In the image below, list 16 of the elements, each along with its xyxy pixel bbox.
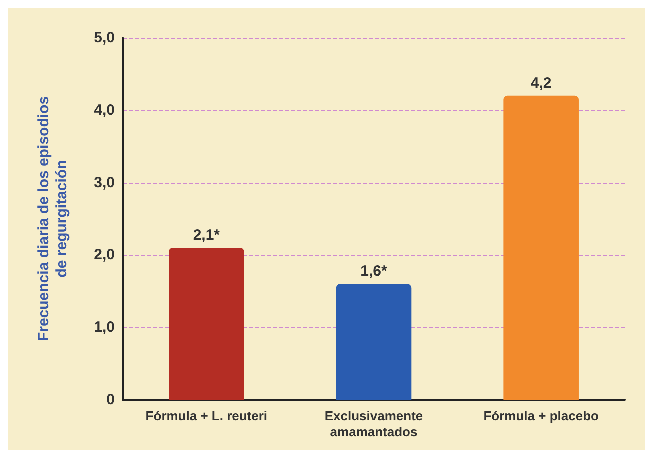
y-tick-label: 3,0: [94, 174, 115, 192]
y-tick-label: 1,0: [94, 319, 115, 336]
x-tick-label: Exclusivamente amamantados: [324, 408, 424, 440]
data-label: 4,2: [530, 74, 552, 92]
y-axis-title: Frecuencia diaria de los episodios de regurgitación: [36, 96, 70, 342]
y-tick-label: 0: [106, 392, 115, 408]
bar: [169, 248, 244, 400]
bar: [504, 96, 579, 400]
x-tick-label: Fórmula + L. reuteri: [146, 408, 268, 424]
x-tick-label: Fórmula + placebo: [484, 408, 599, 424]
data-label: 2,1*: [193, 226, 220, 244]
y-tick-label: 5,0: [94, 30, 115, 46]
data-label: 1,6*: [360, 263, 388, 280]
bar: [336, 284, 412, 400]
y-tick-label: 2,0: [94, 246, 115, 264]
y-tick-label: 4,0: [94, 102, 115, 119]
